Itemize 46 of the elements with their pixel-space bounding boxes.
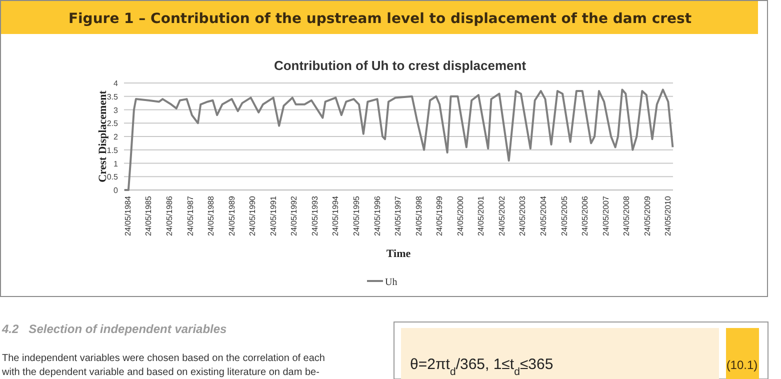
x-tick-label: 24/05/1991	[268, 195, 278, 236]
x-tick-label: 24/05/1987	[186, 195, 195, 236]
x-tick-label: 24/05/2002	[497, 195, 506, 236]
x-tick-label: 24/05/1992	[290, 195, 299, 236]
x-tick-label: 24/05/1998	[414, 195, 424, 236]
text: The independent variables were chosen based on the correlation of each	[2, 353, 325, 364]
x-tick-label: 24/05/1986	[165, 195, 174, 236]
x-tick-label: 24/05/1989	[227, 195, 236, 236]
y-tick-label: 1.5	[106, 146, 119, 155]
x-tick-label: 24/05/2003	[518, 195, 528, 236]
x-tick-label: 24/05/1999	[435, 195, 444, 236]
y-tick-label: 1	[114, 159, 119, 168]
x-tick-label: 24/05/1990	[248, 195, 258, 236]
x-tick-label: 24/05/1995	[352, 195, 361, 236]
x-tick-label: 24/05/2005	[560, 195, 569, 236]
x-axis-title: Time	[386, 248, 411, 260]
x-tick-label: 24/05/1997	[394, 195, 403, 236]
text: θ=2πt$_{d}$/365, 1≤t$_{d}$≤365	[410, 356, 554, 378]
x-tick-label: 24/05/1984	[123, 195, 132, 236]
y-tick-label: 0	[114, 186, 119, 195]
x-tick-label: 24/05/2001	[476, 195, 486, 236]
y-tick-label: 3.5	[106, 92, 119, 102]
x-tick-label: 24/05/1996	[372, 195, 382, 236]
text: (10.1)	[726, 358, 758, 372]
line-series	[123, 88, 674, 191]
x-tick-label: 24/05/1993	[310, 195, 320, 236]
y-tick-label: 0.5	[106, 172, 119, 182]
x-tick-label: 24/05/2009	[642, 195, 652, 236]
x-tick-label: 24/05/1985	[144, 195, 154, 236]
y-tick-label: 4	[114, 79, 119, 88]
x-tick-label: 24/05/2007	[601, 195, 610, 236]
x-tick-label: 24/05/2004	[539, 195, 548, 236]
text: with the dependent variable and based on existing literature on dam be-	[1, 367, 320, 378]
x-tick-label: 24/05/2006	[580, 195, 590, 236]
y-tick-label: 2.5	[106, 119, 119, 128]
x-tick-label: 24/05/1988	[206, 195, 216, 236]
x-tick-label: 24/05/2000	[456, 195, 465, 236]
y-tick-label: 2	[114, 132, 119, 142]
x-tick-label: 24/05/1994	[331, 195, 340, 236]
chart-subtitle: Contribution of Uh to crest displacement	[274, 58, 527, 73]
legend-label: Uh	[385, 277, 398, 288]
x-tick-label: 24/05/2008	[622, 195, 632, 236]
text: 4.2 Selection of independent variables	[1, 322, 228, 336]
y-tick-label: 3	[114, 106, 119, 115]
chart-title: Figure 1 – Contribution of the upstream level to displacement of the dam crest	[68, 11, 692, 27]
x-tick-label: 24/05/2010	[664, 195, 673, 236]
